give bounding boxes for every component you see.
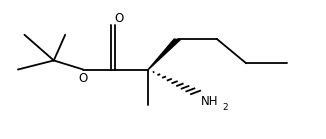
Text: O: O [114,12,124,25]
Polygon shape [147,38,182,70]
Text: NH: NH [200,95,218,108]
Text: O: O [79,72,88,85]
Text: 2: 2 [223,103,228,111]
